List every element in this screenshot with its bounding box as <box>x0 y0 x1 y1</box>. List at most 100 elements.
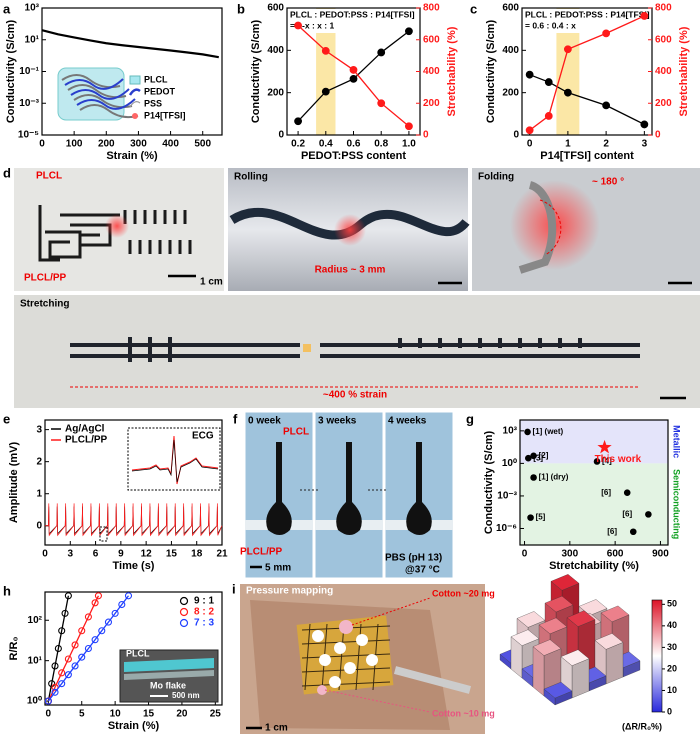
marker <box>51 688 59 696</box>
point-label: [6] <box>622 509 632 518</box>
marker <box>602 29 611 38</box>
cable <box>393 666 472 694</box>
x-tick-label: 3 <box>68 549 74 560</box>
scale-label: 1 cm <box>265 723 288 734</box>
point-label: [1] (wet) <box>533 427 564 436</box>
inset-label: Mo flake <box>150 680 186 690</box>
x-tick-label: 500 <box>194 139 211 150</box>
region <box>520 463 668 545</box>
series-line <box>47 595 70 702</box>
fiber <box>70 88 130 100</box>
x-tick-label: 300 <box>130 139 147 150</box>
y-tick-label: 200 <box>502 87 519 98</box>
legend-marker <box>179 596 189 606</box>
annotation-box <box>523 9 651 33</box>
x-tick-label: 9 <box>118 549 124 560</box>
folded-film <box>518 181 557 274</box>
marker <box>64 671 72 679</box>
bar-face <box>543 681 573 699</box>
inset-legend-label: PSS <box>144 98 162 108</box>
photo-label: @37 °C <box>405 565 440 576</box>
scale-label: 5 mm <box>265 563 291 574</box>
y-axis-label: Conductivity (S/cm) <box>250 20 262 124</box>
y2-tick-label: 0 <box>423 130 429 141</box>
bar-face <box>605 642 624 685</box>
marker <box>71 662 79 670</box>
plot-frame <box>44 591 223 706</box>
grid-trace <box>304 623 311 691</box>
point <box>524 428 531 436</box>
annotation: = 0.6 : 0.4 : x <box>525 20 576 30</box>
x-tick-label: 900 <box>652 549 669 560</box>
cotton <box>317 685 327 695</box>
marker <box>544 112 553 120</box>
highlight-band <box>316 8 336 135</box>
x-tick-label: 200 <box>98 139 115 150</box>
point-label: [4] <box>602 457 612 466</box>
y2-tick-label: 800 <box>423 3 440 14</box>
photo-label: Cotton ~10 mg <box>432 708 495 718</box>
x-tick-label: 0 <box>46 709 52 720</box>
photo-label: Radius ~ 3 mm <box>315 265 386 276</box>
y-axis-label: Amplitude (mV) <box>8 442 20 524</box>
photo-label: PLCL/PP <box>24 273 67 284</box>
y-tick-label: 3 <box>36 424 42 435</box>
photo-label: ~400 % strain <box>323 390 387 401</box>
legend-swatch <box>132 113 138 119</box>
ecg-trace <box>131 435 219 485</box>
marker <box>405 27 413 36</box>
bar-3d <box>543 681 573 706</box>
x-tick-label: 400 <box>162 139 179 150</box>
annotation: = 1-x : x : 1 <box>290 20 334 30</box>
star-label: This work <box>595 454 642 465</box>
point-label: [2] <box>539 451 549 460</box>
photo-label: Stretching <box>20 299 69 310</box>
marker <box>91 599 99 607</box>
point <box>530 452 537 460</box>
marker <box>58 669 66 677</box>
x-tick-label: 600 <box>607 549 624 560</box>
y-tick-label: 10⁻³ <box>19 98 39 109</box>
x-tick-label: 15 <box>143 709 155 720</box>
y-tick-label: 0 <box>36 520 42 531</box>
y2-tick-label: 200 <box>655 98 672 109</box>
bar-face <box>560 649 590 666</box>
point <box>530 474 537 481</box>
panel-label: h <box>3 583 11 598</box>
photo-label: PLCL/PP <box>240 547 283 558</box>
photo-label: 3 weeks <box>318 416 357 427</box>
y-tick-label: 10² <box>28 615 43 626</box>
x-axis-label: Stretchability (%) <box>549 560 639 572</box>
fiber <box>79 104 139 119</box>
y2-tick-label: 400 <box>655 66 672 77</box>
inset-label: PLCL <box>126 648 150 658</box>
fiber <box>76 98 136 110</box>
marker <box>54 644 62 653</box>
y-tick-label: 10⁻¹ <box>19 66 39 77</box>
cotton <box>339 620 353 634</box>
zoom-box <box>99 526 108 542</box>
sample <box>336 442 362 535</box>
x-tick-label: 0 <box>39 139 45 150</box>
y-axis-label: Conductivity (S/cm) <box>483 431 495 535</box>
x-tick-label: 300 <box>561 549 578 560</box>
y-tick-label: 10⁰ <box>27 696 42 707</box>
legend-label: 8 : 2 <box>194 607 214 618</box>
marker <box>51 683 59 691</box>
marker <box>377 99 386 108</box>
marker <box>51 662 59 670</box>
photo-label: Rolling <box>234 172 268 183</box>
photo-label: PLCL <box>283 427 309 438</box>
y-tick-label: 600 <box>267 3 284 14</box>
marker <box>78 653 86 661</box>
angle-arrow <box>539 199 562 256</box>
marker <box>602 101 611 110</box>
cotton <box>366 654 378 666</box>
marker <box>405 122 413 131</box>
x-tick-label: 6 <box>93 549 99 560</box>
star-point <box>597 439 612 454</box>
colorbar-tick-label: 40 <box>667 620 677 630</box>
y-tick-label: 2 <box>36 456 42 467</box>
panel-label: g <box>466 411 474 426</box>
pointer <box>324 689 431 713</box>
